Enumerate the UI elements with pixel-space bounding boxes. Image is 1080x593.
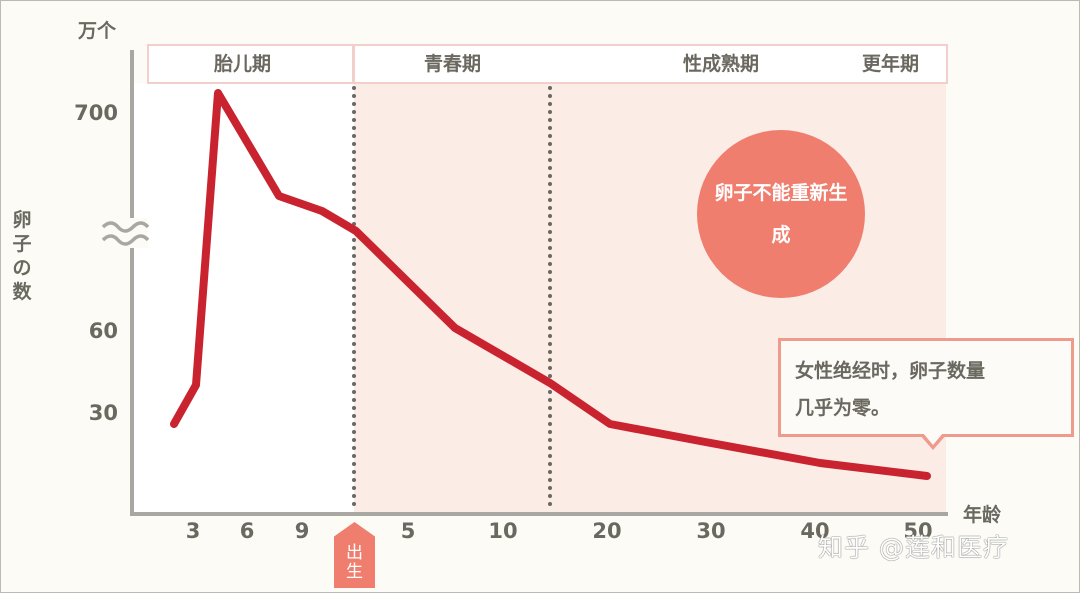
callout-pointer-fill xyxy=(923,433,943,445)
phase-label-menopause: 更年期 xyxy=(862,53,920,75)
x-tick-6: 6 xyxy=(239,519,255,543)
no-regeneration-badge: 卵子不能重新生成 xyxy=(697,130,865,298)
fetal-region-background xyxy=(134,83,354,513)
phase-header-divider xyxy=(352,44,355,84)
watermark-text: 知乎 @莲和医疗 xyxy=(818,533,1009,562)
x-tick-5: 5 xyxy=(400,519,416,543)
y-tick-30: 30 xyxy=(88,401,118,425)
phase-label-puberty: 青春期 xyxy=(424,53,482,75)
egg-count-line xyxy=(170,89,931,480)
birth-marker-tag: 出 生 xyxy=(334,522,375,588)
x-tick-50: 50 xyxy=(903,519,933,543)
x-tick-20: 20 xyxy=(592,519,622,543)
menopause-callout: 女性绝经时，卵子数量 几乎为零。 xyxy=(778,338,1074,437)
axis-break-icon xyxy=(101,218,150,248)
phase-header-band xyxy=(147,44,948,84)
y-axis-title: 卵子の数 xyxy=(12,209,32,303)
x-tick-3: 3 xyxy=(185,519,201,543)
phase-label-maturity: 性成熟期 xyxy=(683,53,760,75)
y-tick-60: 60 xyxy=(88,319,118,343)
x-tick-10: 10 xyxy=(488,519,518,543)
no-regeneration-text: 卵子不能重新生成 xyxy=(714,182,848,246)
x-tick-9: 9 xyxy=(294,519,310,543)
postnatal-region-background xyxy=(354,83,946,513)
y-axis-unit: 万个 xyxy=(78,20,117,42)
callout-line-2: 几乎为零。 xyxy=(795,397,891,419)
callout-line-1: 女性绝经时，卵子数量 xyxy=(795,360,986,382)
x-axis-title: 年龄 xyxy=(963,504,1002,526)
birth-marker-char-2: 生 xyxy=(346,562,363,582)
birth-marker-char-1: 出 xyxy=(346,543,363,563)
x-tick-30: 30 xyxy=(696,519,726,543)
y-tick-700: 700 xyxy=(74,101,118,125)
phase-label-fetal: 胎儿期 xyxy=(214,53,272,75)
x-tick-40: 40 xyxy=(800,519,830,543)
